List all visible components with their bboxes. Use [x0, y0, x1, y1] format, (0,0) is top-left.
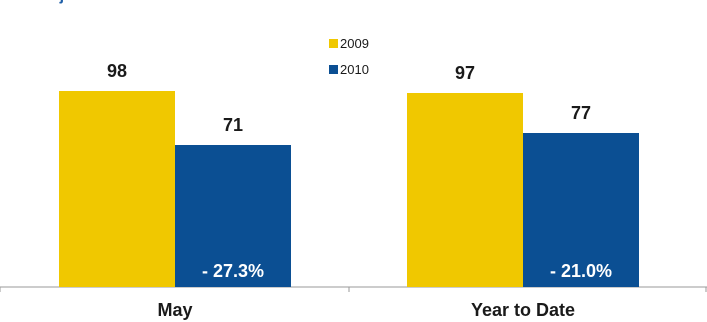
- legend-swatch-2010: [329, 65, 338, 74]
- x-tick-label: Year to Date: [471, 300, 575, 320]
- data-label: 77: [571, 103, 591, 123]
- bar-2009: [59, 91, 175, 287]
- bar-2010: [175, 145, 291, 287]
- data-label: 98: [107, 61, 127, 81]
- legend-label: 2009: [340, 36, 369, 51]
- change-label: - 21.0%: [550, 261, 612, 281]
- change-label: - 27.3%: [202, 261, 264, 281]
- chart-title-partial: otal Projects Funded: [0, 0, 158, 5]
- data-label: 71: [223, 115, 243, 135]
- bar-2009: [407, 93, 523, 287]
- bar-2010: [523, 133, 639, 287]
- legend-label: 2010: [340, 62, 369, 77]
- x-tick-label: May: [157, 300, 192, 320]
- legend-swatch-2009: [329, 39, 338, 48]
- data-label: 97: [455, 63, 475, 83]
